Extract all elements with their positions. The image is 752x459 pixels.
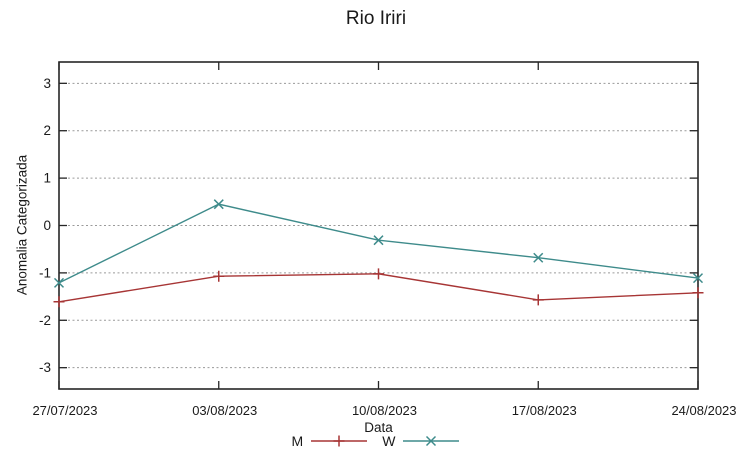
- cross-marker-icon: [53, 277, 65, 288]
- x-tick-label: 24/08/2023: [671, 403, 736, 418]
- y-tick-label: 3: [43, 76, 51, 91]
- plus-marker-icon: [373, 268, 384, 280]
- legend-item-M: M: [292, 433, 369, 449]
- x-tick-label: 27/07/2023: [32, 403, 97, 418]
- x-tick-label: 17/08/2023: [512, 403, 577, 418]
- legend-label: W: [382, 433, 396, 449]
- cross-marker-icon: [533, 252, 544, 263]
- legend-label: M: [291, 433, 304, 449]
- x-axis-label: Data: [364, 420, 393, 435]
- x-tick-label: 03/08/2023: [192, 403, 257, 418]
- legend-item-W: W: [382, 433, 460, 449]
- y-tick-label: 2: [43, 123, 51, 138]
- chart-title: Rio Iriri: [345, 8, 407, 29]
- plot-border: [58, 61, 699, 390]
- plus-marker-icon: [333, 435, 345, 447]
- y-tick-label: -3: [39, 360, 51, 375]
- cross-marker-icon: [373, 235, 384, 246]
- legend-sample-M: [311, 435, 368, 447]
- plus-marker-icon: [692, 287, 704, 299]
- cross-marker-icon: [426, 435, 437, 447]
- plus-marker-icon: [213, 270, 225, 282]
- plus-marker-icon: [532, 294, 544, 306]
- y-tick-label: 0: [43, 218, 51, 233]
- y-tick-label: 1: [43, 171, 51, 186]
- cross-marker-icon: [213, 199, 224, 210]
- x-tick-label: 10/08/2023: [352, 403, 417, 418]
- legend-sample-W: [403, 435, 460, 447]
- cross-marker-icon: [692, 273, 704, 284]
- y-tick-label: -1: [39, 265, 51, 280]
- y-tick-label: -2: [39, 313, 51, 328]
- plus-marker-icon: [53, 296, 65, 308]
